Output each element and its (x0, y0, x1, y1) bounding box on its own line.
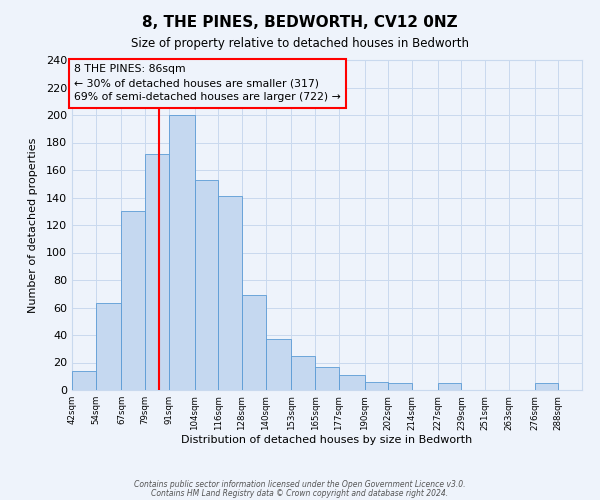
Bar (315, 366, 339, 390)
Bar (292, 356, 315, 390)
Bar (145, 154, 169, 390)
Bar (218, 196, 242, 390)
Bar (535, 383, 558, 390)
Bar (169, 115, 194, 390)
Text: Contains HM Land Registry data © Crown copyright and database right 2024.: Contains HM Land Registry data © Crown c… (151, 488, 449, 498)
Text: Size of property relative to detached houses in Bedworth: Size of property relative to detached ho… (131, 38, 469, 51)
Text: Contains public sector information licensed under the Open Government Licence v3: Contains public sector information licen… (134, 480, 466, 489)
Bar (266, 339, 292, 390)
Bar (194, 180, 218, 390)
Bar (365, 382, 388, 390)
Bar (121, 211, 145, 390)
Y-axis label: Number of detached properties: Number of detached properties (28, 138, 38, 312)
Bar (437, 383, 461, 390)
Bar (72, 371, 96, 390)
X-axis label: Distribution of detached houses by size in Bedworth: Distribution of detached houses by size … (181, 436, 473, 446)
Bar (339, 375, 365, 390)
Bar (96, 304, 121, 390)
Text: 8, THE PINES, BEDWORTH, CV12 0NZ: 8, THE PINES, BEDWORTH, CV12 0NZ (142, 15, 458, 30)
Bar (388, 383, 412, 390)
Bar (242, 295, 266, 390)
Text: 8 THE PINES: 86sqm
← 30% of detached houses are smaller (317)
69% of semi-detach: 8 THE PINES: 86sqm ← 30% of detached hou… (74, 64, 341, 102)
